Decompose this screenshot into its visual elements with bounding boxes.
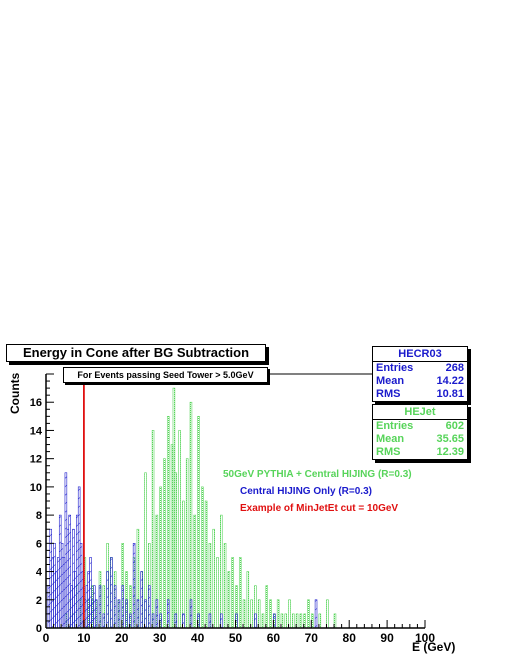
pythia-bar bbox=[231, 557, 234, 629]
y-tick-label: 2 bbox=[36, 595, 42, 607]
hijing-bar bbox=[166, 599, 170, 629]
chart-subtitle: For Events passing Seed Tower > 5.0GeV bbox=[63, 367, 268, 383]
hijing-bar bbox=[106, 571, 109, 629]
x-tick-label: 10 bbox=[77, 631, 91, 645]
stats-entries-value: 602 bbox=[445, 420, 464, 432]
pythia-bar bbox=[269, 599, 272, 629]
stats-box-hecr03: HECR03 Entries 268 Mean 14.22 RMS 10.81 bbox=[372, 346, 468, 402]
pythia-bar bbox=[227, 571, 231, 629]
stats-mean-value: 14.22 bbox=[436, 375, 464, 387]
plot-area bbox=[47, 368, 337, 629]
stats-entries-value: 268 bbox=[445, 362, 464, 374]
axis-ticks: 0 10 20 30 40 50 60 70 80 90 100 0 2 4 6 8 10 12 14 16 bbox=[30, 373, 435, 645]
stats-row-rms: RMS 10.81 bbox=[376, 388, 464, 400]
annotation-cut: Example of MinJetEt cut = 10GeV bbox=[240, 503, 398, 514]
y-tick-label: 4 bbox=[36, 567, 43, 579]
x-tick-label: 30 bbox=[153, 631, 167, 645]
hijing-bar bbox=[113, 585, 117, 629]
annotation-hijing: Central HIJING Only (R=0.3) bbox=[240, 486, 372, 497]
hijing-bar bbox=[189, 599, 193, 629]
pythia-bar bbox=[174, 472, 178, 629]
pythia-bar bbox=[178, 430, 181, 629]
pythia-bar bbox=[265, 585, 269, 629]
x-tick-label: 0 bbox=[43, 631, 50, 645]
x-tick-label: 70 bbox=[305, 631, 319, 645]
pythia-bar bbox=[166, 416, 170, 629]
pythia-bar bbox=[159, 486, 162, 629]
pythia-bar bbox=[201, 486, 204, 629]
annotation-pythia: 50GeV PYTHIA + Central HIJING (R=0.3) bbox=[223, 469, 412, 480]
hijing-bar bbox=[144, 599, 147, 629]
pythia-bar bbox=[216, 557, 219, 629]
hijing-bar bbox=[140, 571, 143, 629]
pythia-bar bbox=[242, 599, 246, 629]
x-tick-label: 40 bbox=[191, 631, 205, 645]
pythia-bar bbox=[223, 543, 227, 629]
hijing-bar bbox=[314, 599, 318, 629]
pythia-bar bbox=[288, 599, 291, 629]
hijing-bar bbox=[98, 585, 102, 629]
hijing-bar bbox=[254, 613, 257, 629]
pythia-bar bbox=[299, 613, 303, 629]
x-tick-label: 90 bbox=[380, 631, 394, 645]
pythia-bar bbox=[257, 599, 261, 629]
y-tick-label: 10 bbox=[30, 482, 42, 494]
pythia-bar bbox=[220, 514, 223, 629]
pythia-bar bbox=[238, 557, 242, 629]
pythia-bar bbox=[182, 500, 185, 629]
y-tick-label: 12 bbox=[30, 454, 42, 466]
x-tick-label: 20 bbox=[115, 631, 129, 645]
pythia-bar bbox=[197, 416, 200, 629]
chart-title: Energy in Cone after BG Subtraction bbox=[6, 344, 266, 362]
x-axis-label: E (GeV) bbox=[412, 640, 455, 654]
stats-row-mean: Mean 35.65 bbox=[376, 433, 464, 445]
x-tick-label: 80 bbox=[343, 631, 357, 645]
hijing-bar bbox=[117, 599, 121, 629]
y-tick-label: 14 bbox=[30, 425, 43, 437]
pythia-bar bbox=[212, 528, 215, 629]
x-tick-label: 100 bbox=[415, 631, 435, 645]
x-tick-label: 60 bbox=[267, 631, 281, 645]
pythia-bar bbox=[292, 613, 295, 629]
x-tick-label: 50 bbox=[229, 631, 243, 645]
pythia-bar bbox=[250, 599, 253, 629]
hijing-bar bbox=[208, 613, 212, 629]
pythia-bar bbox=[189, 401, 193, 629]
pythia-bar bbox=[163, 458, 166, 629]
pythia-bar bbox=[326, 599, 329, 629]
hijing-bar bbox=[132, 543, 136, 629]
y-tick-label: 6 bbox=[36, 538, 42, 550]
pythia-bar bbox=[151, 430, 155, 629]
y-tick-label: 8 bbox=[36, 510, 42, 522]
pythia-bar bbox=[284, 613, 287, 629]
stats-row-entries: Entries 602 bbox=[376, 420, 464, 432]
hijing-bar bbox=[136, 599, 140, 629]
hijing-bar bbox=[155, 599, 159, 629]
hijing-bar bbox=[110, 557, 113, 629]
stats-title: HEJet bbox=[373, 405, 467, 420]
y-tick-label: 0 bbox=[36, 623, 42, 635]
stats-row-entries: Entries 268 bbox=[376, 362, 464, 374]
stats-title: HECR03 bbox=[373, 347, 467, 362]
pythia-bar bbox=[193, 514, 197, 629]
stats-row-mean: Mean 14.22 bbox=[376, 375, 464, 387]
y-axis-label: Counts bbox=[8, 372, 22, 414]
pythia-bar bbox=[246, 571, 250, 629]
y-tick-label: 16 bbox=[30, 397, 42, 409]
hijing-bar bbox=[94, 599, 98, 629]
stats-mean-value: 35.65 bbox=[436, 433, 464, 445]
hijing-bar bbox=[148, 585, 151, 629]
pythia-bar bbox=[276, 599, 280, 629]
hijing-bar bbox=[102, 613, 106, 629]
pythia-bar bbox=[204, 500, 208, 629]
stats-rms-value: 12.39 bbox=[436, 446, 464, 458]
stats-box-hejet: HEJet Entries 602 Mean 35.65 RMS 12.39 bbox=[372, 404, 468, 460]
stats-rms-value: 10.81 bbox=[436, 388, 464, 400]
hijing-bar bbox=[125, 599, 128, 629]
pythia-bar bbox=[307, 599, 310, 629]
pythia-bar bbox=[261, 613, 265, 629]
stats-row-rms: RMS 12.39 bbox=[376, 446, 464, 458]
pythia-bar bbox=[185, 458, 189, 629]
